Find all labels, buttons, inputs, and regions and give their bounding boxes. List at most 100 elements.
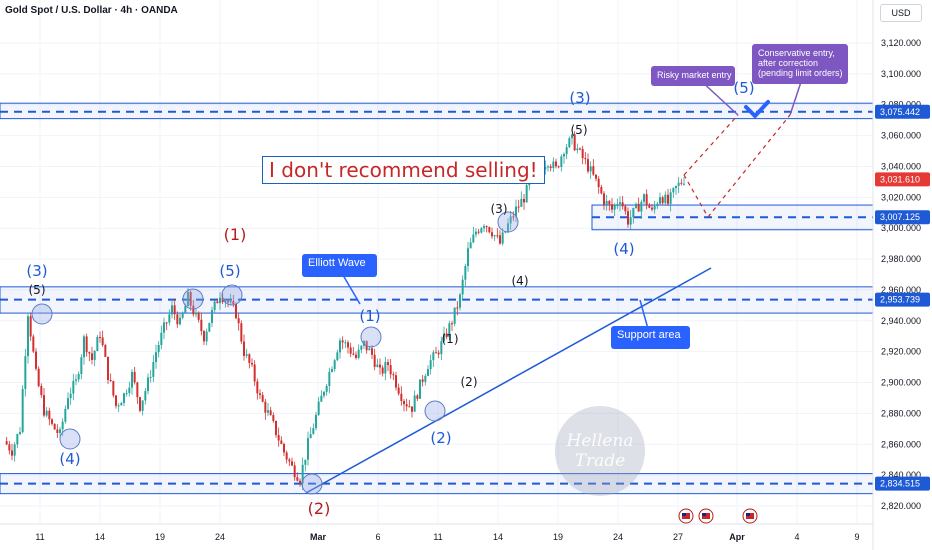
candle-body <box>24 356 27 389</box>
y-tick-label: 3,060.000 <box>881 131 921 141</box>
price-marker-label: 3,075.442 <box>880 107 920 117</box>
candle-body <box>589 166 592 172</box>
candle-body <box>85 336 88 353</box>
y-tick-label: 3,120.000 <box>881 38 921 48</box>
candle-body <box>493 235 496 237</box>
candle-body <box>29 316 32 337</box>
candle-body <box>341 340 344 343</box>
us-flag-event-icon <box>742 508 758 524</box>
candle-body <box>37 368 40 387</box>
candle-body <box>517 206 520 208</box>
candle-body <box>312 428 315 435</box>
candle-body <box>53 423 56 430</box>
candle-body <box>219 297 221 304</box>
y-tick-label: 2,840.000 <box>881 470 921 480</box>
candle-body <box>261 394 264 402</box>
currency-selector[interactable]: USD <box>880 4 922 22</box>
hellena-trade-watermark-logo: Hellena Trade <box>555 406 645 496</box>
y-tick-label: 3,080.000 <box>881 100 921 110</box>
candle-body <box>629 217 632 225</box>
candle-body <box>59 429 61 434</box>
candle-body <box>483 226 485 229</box>
candle-body <box>509 216 512 224</box>
candle-body <box>104 345 107 357</box>
candle-body <box>640 201 643 212</box>
candle-body <box>83 336 85 358</box>
candle-body <box>299 480 301 484</box>
candle-body <box>480 228 483 233</box>
candle-body <box>280 440 283 444</box>
candle-body <box>35 351 37 369</box>
candle-body <box>421 379 424 382</box>
candle-body <box>477 231 480 233</box>
conservative-entry-callout-text: (pending limit orders) <box>758 68 843 78</box>
candle-body <box>131 371 133 388</box>
wave-point-circle <box>301 473 323 495</box>
candle-body <box>637 203 640 212</box>
candle-body <box>659 197 661 204</box>
candle-body <box>325 385 328 392</box>
candlestick-series <box>5 131 685 491</box>
candle-body <box>67 398 69 409</box>
candle-body <box>21 388 24 433</box>
candle-body <box>259 393 261 395</box>
grid-lines <box>0 0 873 524</box>
candle-body <box>56 429 59 434</box>
y-tick-label: 3,040.000 <box>881 161 921 171</box>
checkmark-icon <box>744 100 770 119</box>
wave-label-sub-2: (2) <box>461 375 478 389</box>
candle-body <box>443 333 445 342</box>
candle-body <box>416 395 419 399</box>
price-markers: 3,075.442 3,031.610 3,007.125 2,953.739 2,83… <box>875 104 930 491</box>
candle-body <box>475 231 477 235</box>
candle-body <box>549 166 552 169</box>
candle-body <box>128 387 131 394</box>
candle-body <box>469 242 472 249</box>
us-flag-event-icon <box>698 508 714 524</box>
candle-body <box>627 211 629 225</box>
candle-body <box>520 198 523 207</box>
candle-body <box>147 377 149 391</box>
y-tick-label: 2,980.000 <box>881 254 921 264</box>
candle-body <box>125 393 128 395</box>
candle-body <box>384 362 387 374</box>
wave-point-circle <box>360 326 382 348</box>
candle-body <box>363 340 365 346</box>
wave-label-sub-5: (5) <box>571 123 588 137</box>
candle-body <box>275 420 277 436</box>
us-flag-event-icon <box>678 508 694 524</box>
price-marker-box <box>875 210 930 225</box>
candle-body <box>184 306 187 313</box>
price-marker-box <box>875 476 930 491</box>
candle-body <box>491 232 493 237</box>
candle-body <box>667 194 669 204</box>
candle-body <box>80 357 83 375</box>
x-tick-label: 24 <box>215 532 225 542</box>
candle-body <box>152 361 155 377</box>
candle-body <box>371 348 373 355</box>
candle-body <box>611 204 613 210</box>
wave-label-3-top: (3) <box>569 89 590 107</box>
candle-body <box>661 197 664 204</box>
candle-body <box>192 305 195 315</box>
price-marker-label: 2,834.515 <box>880 479 920 489</box>
candle-body <box>496 235 499 237</box>
risky-entry-callout-box <box>651 66 735 86</box>
watermark-line-2: Trade <box>574 451 626 471</box>
x-tick-label: Mar <box>310 532 327 542</box>
candle-body <box>621 202 624 207</box>
price-marker-label: 3,031.610 <box>880 174 920 184</box>
projection-dashed-path <box>683 174 709 218</box>
candle-body <box>269 410 272 416</box>
candle-body <box>101 337 104 346</box>
candle-body <box>19 432 21 435</box>
candle-body <box>189 291 192 306</box>
wave-label-sub-3: (3) <box>491 202 508 216</box>
wave-label-1-blue: (1) <box>359 307 380 325</box>
candle-body <box>117 405 120 407</box>
candle-body <box>656 203 659 207</box>
elliott-wave-callout-box <box>302 254 377 277</box>
chart-title: Gold Spot / U.S. Dollar · 4h · OANDA <box>5 5 178 16</box>
conservative-entry-callout: Conservative entry,after correction(pend… <box>752 44 848 116</box>
